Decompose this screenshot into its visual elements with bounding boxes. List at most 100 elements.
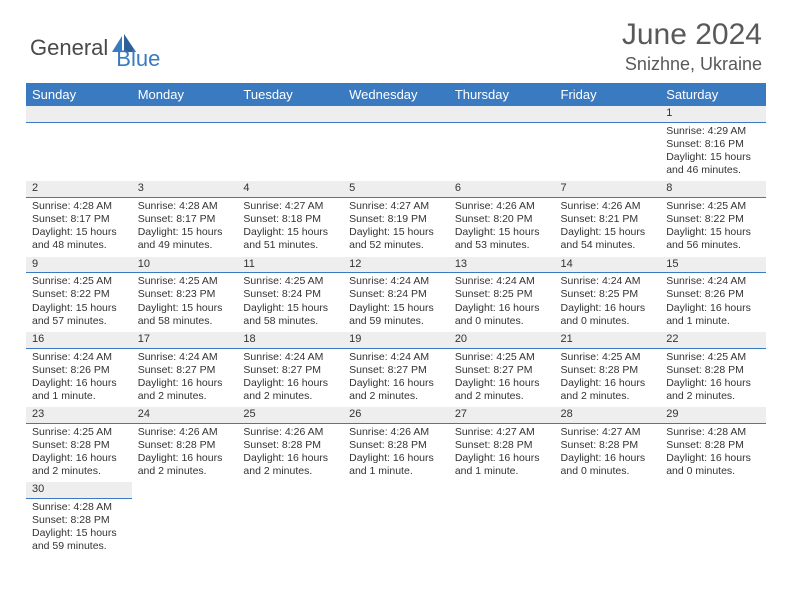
- sunrise-text: Sunrise: 4:26 AM: [349, 426, 443, 439]
- daylight-text: and 59 minutes.: [32, 540, 126, 553]
- logo: General Blue: [30, 24, 160, 72]
- day-details-cell: Sunrise: 4:25 AMSunset: 8:28 PMDaylight:…: [660, 348, 766, 407]
- day-details-cell: Sunrise: 4:27 AMSunset: 8:18 PMDaylight:…: [237, 198, 343, 257]
- weekday-header: Tuesday: [237, 83, 343, 106]
- day-number-cell: 1: [660, 106, 766, 122]
- day-number-cell: [555, 106, 661, 122]
- daylight-text: and 2 minutes.: [138, 465, 232, 478]
- details-row: Sunrise: 4:25 AMSunset: 8:28 PMDaylight:…: [26, 423, 766, 482]
- logo-text-blue: Blue: [116, 46, 160, 72]
- sunset-text: Sunset: 8:28 PM: [32, 439, 126, 452]
- day-details-cell: [237, 122, 343, 181]
- weekday-header: Thursday: [449, 83, 555, 106]
- daylight-text: Daylight: 15 hours: [561, 226, 655, 239]
- day-details-cell: Sunrise: 4:24 AMSunset: 8:27 PMDaylight:…: [237, 348, 343, 407]
- daylight-text: Daylight: 15 hours: [32, 527, 126, 540]
- day-details-cell: Sunrise: 4:24 AMSunset: 8:25 PMDaylight:…: [555, 273, 661, 332]
- sunrise-text: Sunrise: 4:25 AM: [138, 275, 232, 288]
- day-details-cell: Sunrise: 4:25 AMSunset: 8:23 PMDaylight:…: [132, 273, 238, 332]
- day-details-cell: Sunrise: 4:28 AMSunset: 8:28 PMDaylight:…: [26, 499, 132, 558]
- day-details-cell: [26, 122, 132, 181]
- day-details-cell: [237, 499, 343, 558]
- day-details-cell: [555, 499, 661, 558]
- sunrise-text: Sunrise: 4:25 AM: [666, 200, 760, 213]
- weekday-header: Monday: [132, 83, 238, 106]
- daylight-text: and 2 minutes.: [32, 465, 126, 478]
- details-row: Sunrise: 4:29 AMSunset: 8:16 PMDaylight:…: [26, 122, 766, 181]
- daylight-text: Daylight: 16 hours: [455, 302, 549, 315]
- daylight-text: Daylight: 15 hours: [455, 226, 549, 239]
- sunrise-text: Sunrise: 4:26 AM: [138, 426, 232, 439]
- month-title: June 2024: [622, 18, 762, 52]
- daylight-text: and 0 minutes.: [561, 315, 655, 328]
- day-details-cell: Sunrise: 4:28 AMSunset: 8:17 PMDaylight:…: [132, 198, 238, 257]
- sunset-text: Sunset: 8:28 PM: [666, 364, 760, 377]
- day-number-cell: 2: [26, 181, 132, 197]
- day-details-cell: [343, 499, 449, 558]
- daylight-text: Daylight: 15 hours: [349, 226, 443, 239]
- day-number-cell: 25: [237, 407, 343, 423]
- title-block: June 2024 Snizhne, Ukraine: [622, 18, 762, 75]
- sunset-text: Sunset: 8:23 PM: [138, 288, 232, 301]
- sunrise-text: Sunrise: 4:25 AM: [561, 351, 655, 364]
- daylight-text: Daylight: 15 hours: [138, 226, 232, 239]
- sunset-text: Sunset: 8:28 PM: [32, 514, 126, 527]
- daylight-text: and 2 minutes.: [138, 390, 232, 403]
- daylight-text: Daylight: 16 hours: [243, 377, 337, 390]
- day-number-cell: [343, 106, 449, 122]
- day-number-cell: 21: [555, 332, 661, 348]
- daylight-text: and 57 minutes.: [32, 315, 126, 328]
- day-details-cell: Sunrise: 4:24 AMSunset: 8:26 PMDaylight:…: [26, 348, 132, 407]
- sunset-text: Sunset: 8:28 PM: [561, 439, 655, 452]
- day-number-cell: [237, 106, 343, 122]
- sunset-text: Sunset: 8:16 PM: [666, 138, 760, 151]
- sunset-text: Sunset: 8:28 PM: [243, 439, 337, 452]
- daynum-row: 23242526272829: [26, 407, 766, 423]
- day-details-cell: [343, 122, 449, 181]
- daylight-text: Daylight: 15 hours: [666, 151, 760, 164]
- daylight-text: Daylight: 16 hours: [349, 452, 443, 465]
- sunset-text: Sunset: 8:22 PM: [666, 213, 760, 226]
- day-number-cell: 24: [132, 407, 238, 423]
- day-details-cell: Sunrise: 4:24 AMSunset: 8:27 PMDaylight:…: [132, 348, 238, 407]
- daylight-text: Daylight: 16 hours: [561, 452, 655, 465]
- day-details-cell: Sunrise: 4:28 AMSunset: 8:17 PMDaylight:…: [26, 198, 132, 257]
- sunrise-text: Sunrise: 4:25 AM: [32, 426, 126, 439]
- day-details-cell: [449, 122, 555, 181]
- daylight-text: Daylight: 16 hours: [666, 452, 760, 465]
- location: Snizhne, Ukraine: [622, 54, 762, 75]
- details-row: Sunrise: 4:24 AMSunset: 8:26 PMDaylight:…: [26, 348, 766, 407]
- daylight-text: and 54 minutes.: [561, 239, 655, 252]
- day-number-cell: 15: [660, 257, 766, 273]
- daylight-text: Daylight: 16 hours: [561, 377, 655, 390]
- sunset-text: Sunset: 8:28 PM: [455, 439, 549, 452]
- day-number-cell: 30: [26, 482, 132, 498]
- day-details-cell: Sunrise: 4:27 AMSunset: 8:28 PMDaylight:…: [555, 423, 661, 482]
- day-number-cell: 8: [660, 181, 766, 197]
- sunrise-text: Sunrise: 4:25 AM: [666, 351, 760, 364]
- weekday-header-row: Sunday Monday Tuesday Wednesday Thursday…: [26, 83, 766, 106]
- day-number-cell: 5: [343, 181, 449, 197]
- daylight-text: Daylight: 16 hours: [666, 377, 760, 390]
- day-details-cell: Sunrise: 4:25 AMSunset: 8:27 PMDaylight:…: [449, 348, 555, 407]
- daylight-text: and 1 minute.: [32, 390, 126, 403]
- daylight-text: and 0 minutes.: [666, 465, 760, 478]
- daylight-text: Daylight: 16 hours: [455, 452, 549, 465]
- day-details-cell: Sunrise: 4:26 AMSunset: 8:20 PMDaylight:…: [449, 198, 555, 257]
- sunrise-text: Sunrise: 4:26 AM: [561, 200, 655, 213]
- sunrise-text: Sunrise: 4:27 AM: [243, 200, 337, 213]
- sunrise-text: Sunrise: 4:24 AM: [349, 351, 443, 364]
- day-number-cell: [660, 482, 766, 498]
- sunrise-text: Sunrise: 4:28 AM: [32, 501, 126, 514]
- daylight-text: and 58 minutes.: [138, 315, 232, 328]
- sunrise-text: Sunrise: 4:24 AM: [243, 351, 337, 364]
- sunset-text: Sunset: 8:28 PM: [666, 439, 760, 452]
- day-details-cell: Sunrise: 4:28 AMSunset: 8:28 PMDaylight:…: [660, 423, 766, 482]
- day-details-cell: Sunrise: 4:25 AMSunset: 8:22 PMDaylight:…: [26, 273, 132, 332]
- sunset-text: Sunset: 8:24 PM: [243, 288, 337, 301]
- daylight-text: and 56 minutes.: [666, 239, 760, 252]
- day-number-cell: [132, 106, 238, 122]
- details-row: Sunrise: 4:28 AMSunset: 8:17 PMDaylight:…: [26, 198, 766, 257]
- day-number-cell: 13: [449, 257, 555, 273]
- sunrise-text: Sunrise: 4:28 AM: [666, 426, 760, 439]
